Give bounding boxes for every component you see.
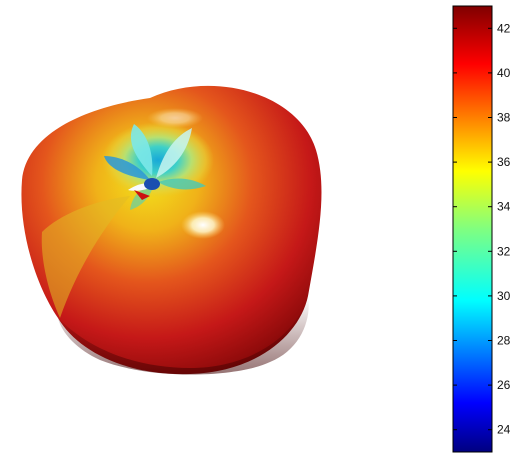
colorbar: 24 26 28 30 32 34 36 38 40 42 bbox=[452, 5, 511, 453]
surface-plot bbox=[21, 85, 322, 375]
surface-petal-teal bbox=[158, 178, 206, 190]
surface-petal-light bbox=[156, 128, 192, 178]
surface-center-core bbox=[144, 178, 160, 190]
colorbar-tick-label: 32 bbox=[497, 244, 511, 258]
colorbar-tick-label: 24 bbox=[497, 423, 511, 437]
colorbar-tick-label: 40 bbox=[497, 66, 511, 80]
surface-petal-blue bbox=[104, 156, 150, 180]
colorbar-tick-label: 42 bbox=[497, 21, 511, 35]
colorbar-tick-label: 38 bbox=[497, 111, 511, 125]
surface-specular-top bbox=[147, 108, 203, 128]
colorbar-tick-label: 30 bbox=[497, 289, 511, 303]
colorbar-tick-label: 26 bbox=[497, 378, 511, 392]
colorbar-tick-label: 28 bbox=[497, 334, 511, 348]
surface-petal-cyan bbox=[130, 124, 153, 176]
surface-center-red bbox=[134, 190, 150, 200]
colorbar-gradient bbox=[452, 5, 493, 453]
colorbar-tick-label: 36 bbox=[497, 155, 511, 169]
colorbar-ticks: 24 26 28 30 32 34 36 38 40 42 bbox=[453, 21, 511, 437]
surface-specular-highlight bbox=[181, 211, 225, 239]
surface-seam-face bbox=[41, 196, 130, 318]
colorbar-tick-label: 34 bbox=[497, 200, 511, 214]
surface-body bbox=[21, 85, 322, 375]
